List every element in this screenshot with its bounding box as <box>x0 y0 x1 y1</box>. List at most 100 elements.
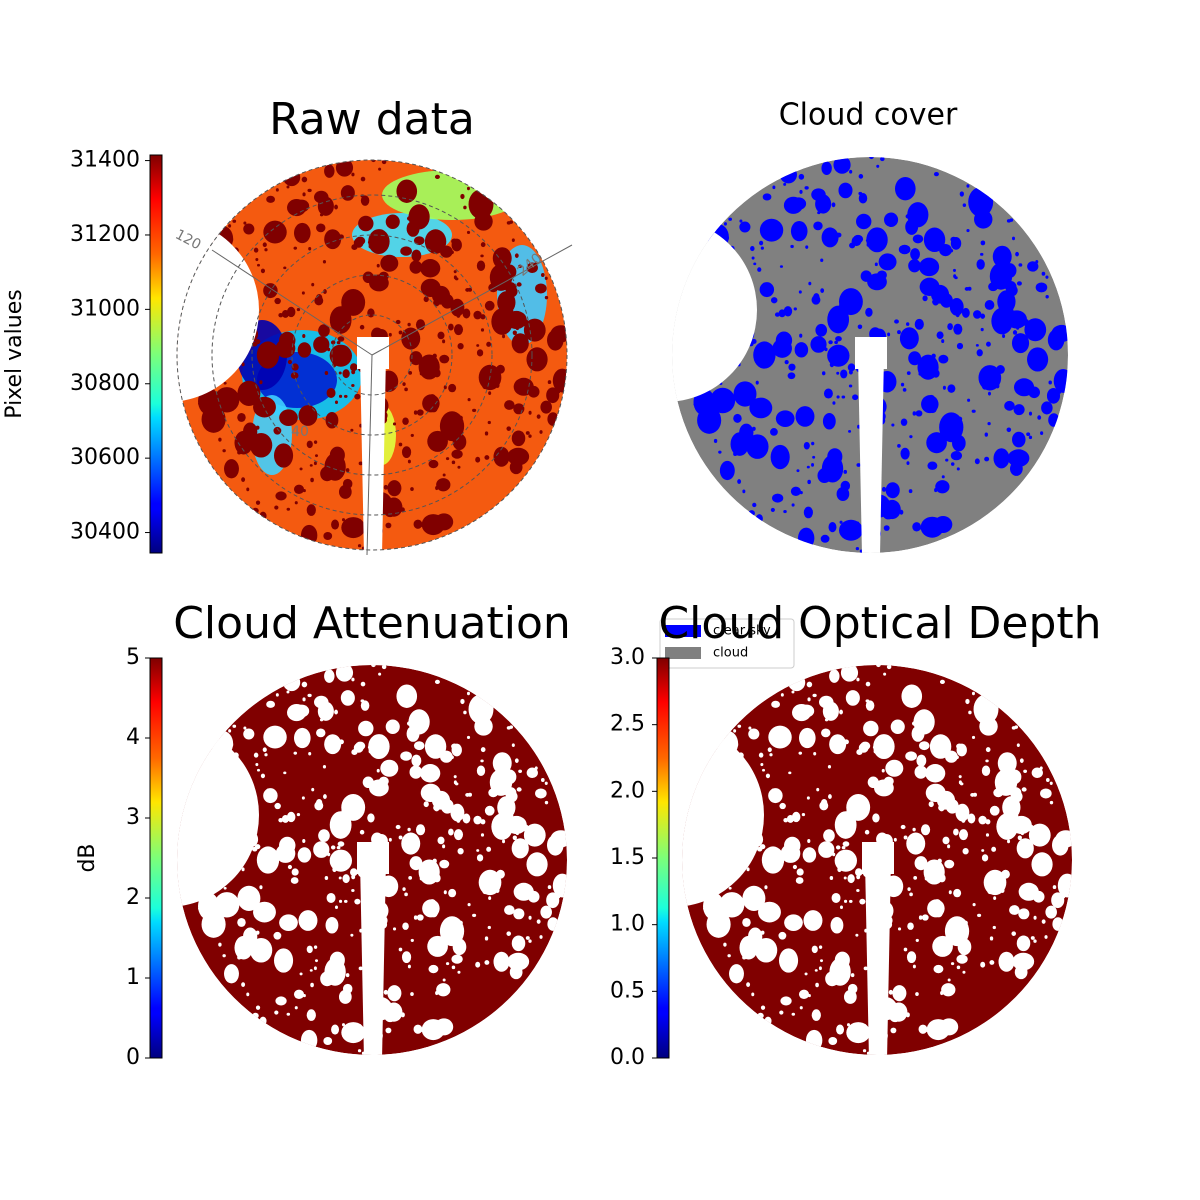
blob <box>956 743 967 757</box>
blob <box>351 677 355 682</box>
blob <box>299 972 303 976</box>
blob <box>792 704 812 722</box>
blob <box>906 951 917 964</box>
blob <box>398 442 403 447</box>
blob <box>275 996 287 1006</box>
blob <box>476 765 486 777</box>
blob <box>804 186 809 190</box>
blob <box>480 254 484 258</box>
blob <box>928 801 934 808</box>
blob <box>232 724 237 728</box>
blob <box>275 491 287 501</box>
blob <box>961 307 970 318</box>
blob <box>480 759 484 763</box>
blob <box>457 415 463 421</box>
colorbar-tick-label: 31200 <box>70 222 140 247</box>
blob <box>535 788 547 799</box>
colorbar-tick-label: 30600 <box>70 445 140 470</box>
blob <box>334 204 338 210</box>
blob <box>385 214 400 230</box>
blob <box>516 282 522 287</box>
blob <box>448 323 454 331</box>
colorbar-tick-label: 4 <box>126 725 140 750</box>
blob <box>914 765 928 779</box>
blob <box>759 240 764 246</box>
blob <box>790 244 794 249</box>
blob <box>324 453 346 481</box>
blob <box>834 849 857 872</box>
blob <box>254 339 261 345</box>
blob <box>1013 404 1025 416</box>
blob <box>799 1006 803 1010</box>
blob <box>487 420 491 425</box>
blob <box>547 834 564 856</box>
blob <box>536 919 541 924</box>
blob <box>476 344 480 347</box>
blob <box>967 813 976 824</box>
blob <box>243 422 258 441</box>
blob <box>378 672 382 676</box>
blob <box>243 223 255 235</box>
blob <box>436 478 451 492</box>
blob <box>521 824 529 832</box>
blob <box>334 400 339 404</box>
blob <box>796 469 800 473</box>
blob <box>962 203 967 207</box>
blob <box>380 759 399 777</box>
blob <box>832 401 836 405</box>
blob <box>463 205 467 210</box>
blob <box>224 964 239 984</box>
blob <box>764 1016 772 1026</box>
blob <box>385 719 400 735</box>
blob <box>762 768 766 772</box>
blob <box>409 856 423 871</box>
blob <box>1052 834 1069 856</box>
blob <box>909 435 913 439</box>
blob <box>985 819 991 825</box>
blob <box>511 935 526 952</box>
blob <box>831 743 838 749</box>
blob <box>448 383 457 393</box>
blob <box>784 914 803 931</box>
blob <box>427 430 448 452</box>
blob <box>329 849 352 872</box>
blob <box>300 1029 318 1051</box>
blob <box>965 698 970 705</box>
blob <box>880 157 885 162</box>
blob <box>547 329 564 351</box>
blob <box>972 902 976 907</box>
blob <box>286 690 290 694</box>
blob <box>331 1024 340 1035</box>
blob <box>845 690 860 706</box>
blob <box>920 824 931 836</box>
blob <box>429 402 439 413</box>
blob <box>445 962 450 966</box>
blob <box>911 721 918 726</box>
blob <box>338 234 344 240</box>
blob <box>952 268 956 272</box>
blob <box>358 966 363 971</box>
blob <box>772 185 776 190</box>
blob <box>409 696 413 702</box>
polar-spoke <box>371 244 573 356</box>
blob <box>883 672 887 676</box>
blob <box>847 1029 851 1033</box>
blob <box>311 282 315 287</box>
blob <box>327 852 331 857</box>
blob <box>823 236 830 243</box>
blob <box>306 945 313 954</box>
blob <box>958 829 969 841</box>
blob <box>476 260 486 272</box>
blob <box>914 318 924 330</box>
blob <box>345 468 350 473</box>
blob <box>340 185 355 201</box>
blob <box>257 768 261 772</box>
blob <box>338 876 342 880</box>
blob <box>823 388 833 399</box>
blob <box>341 793 366 821</box>
blob <box>779 802 786 810</box>
colorbar-tick-label: 3.0 <box>610 645 645 670</box>
blob <box>903 947 908 952</box>
blob <box>513 377 534 396</box>
blob <box>856 463 861 467</box>
